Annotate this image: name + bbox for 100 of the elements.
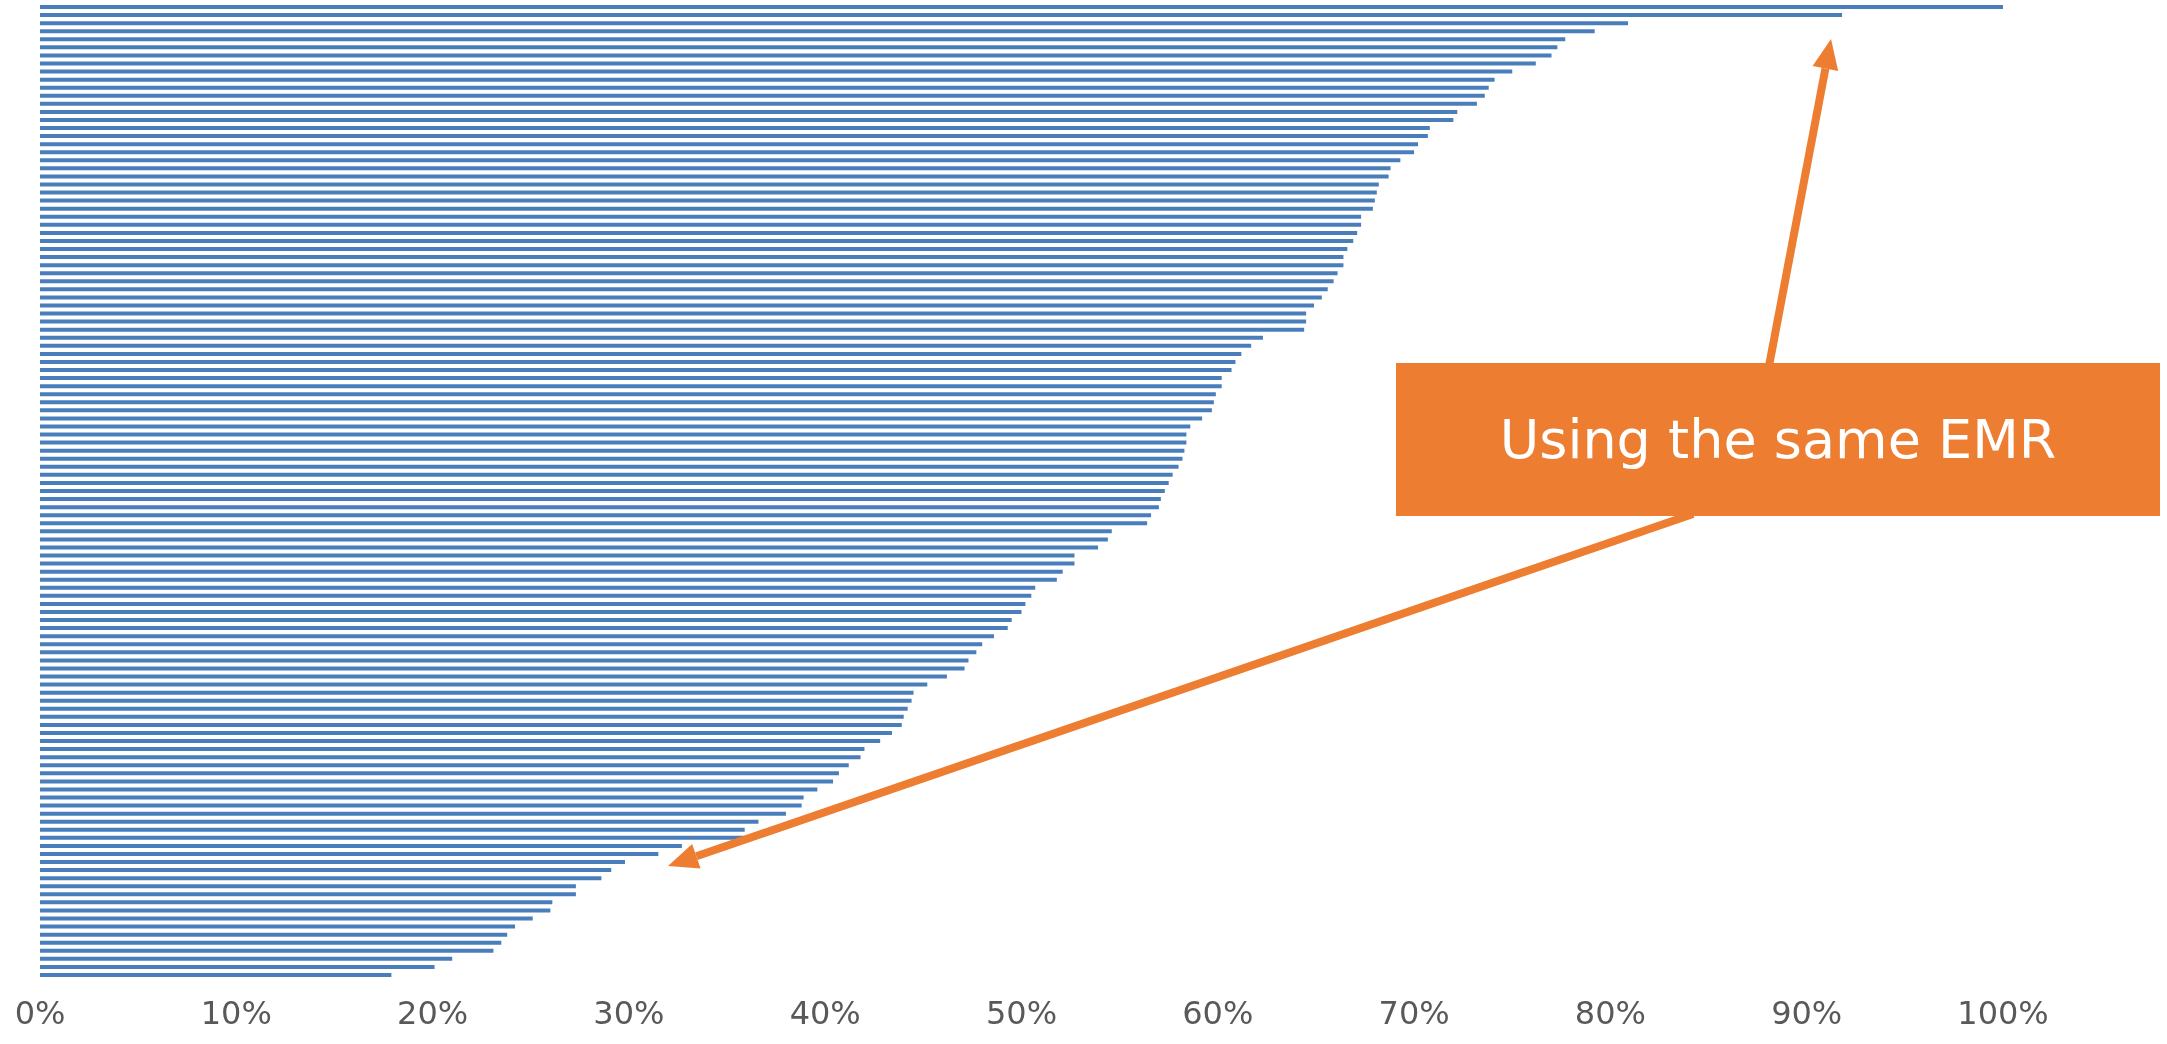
bar (40, 642, 983, 647)
x-tick-label: 50% (985, 994, 1058, 1032)
bar (40, 456, 1183, 461)
bar (40, 327, 1305, 332)
bar (40, 763, 849, 768)
x-tick-label: 100% (1957, 994, 2049, 1032)
bar (40, 101, 1477, 106)
bar (40, 868, 612, 873)
bar (40, 351, 1242, 356)
bar (40, 626, 1008, 631)
bar (40, 335, 1263, 340)
bar (40, 432, 1187, 437)
bar (40, 77, 1495, 82)
bar (40, 37, 1566, 42)
bar (40, 940, 502, 945)
bar (40, 698, 912, 703)
bar (40, 634, 995, 639)
bar (40, 722, 902, 727)
bar (40, 755, 861, 760)
bar (40, 166, 1391, 171)
x-tick-label: 20% (397, 994, 469, 1032)
bar (40, 206, 1373, 211)
callout-box: Using the same EMR (1396, 363, 2160, 516)
bar (40, 658, 969, 663)
bar (40, 13, 1843, 18)
bar (40, 561, 1075, 566)
bar (40, 376, 1222, 381)
bar (40, 827, 745, 832)
bar (40, 892, 576, 897)
bar (40, 230, 1358, 235)
bar (40, 972, 392, 977)
bar (40, 787, 818, 792)
x-tick-label: 30% (593, 994, 665, 1032)
bar (40, 61, 1536, 66)
bar (40, 948, 494, 953)
bar (40, 916, 533, 921)
bar (40, 384, 1222, 389)
bar (40, 359, 1236, 364)
bar (40, 53, 1552, 58)
bar (40, 174, 1389, 179)
bar (40, 706, 908, 711)
bar (40, 263, 1344, 268)
bar (40, 5, 2003, 10)
bar (40, 529, 1112, 534)
x-tick-label: 80% (1574, 994, 1646, 1032)
bar (40, 134, 1428, 139)
bar (40, 21, 1629, 26)
bar (40, 489, 1165, 493)
bar (40, 795, 804, 800)
bar (40, 811, 786, 816)
bar (40, 238, 1354, 243)
bar (40, 545, 1099, 550)
bar (40, 222, 1362, 227)
bar (40, 593, 1032, 598)
bar (40, 29, 1595, 34)
bar (40, 472, 1173, 477)
bar (40, 819, 759, 824)
bar (40, 505, 1159, 510)
bar (40, 408, 1212, 413)
x-tick-label: 90% (1771, 994, 1843, 1032)
bar (40, 585, 1036, 590)
bar (40, 142, 1419, 147)
bar (40, 577, 1057, 582)
bar (40, 295, 1322, 300)
bar (40, 45, 1558, 50)
bar (40, 319, 1307, 324)
bar (40, 860, 625, 865)
bar (40, 480, 1169, 485)
bar (40, 771, 839, 776)
bar (40, 279, 1334, 284)
x-tick-label: 40% (789, 994, 861, 1032)
bar (40, 109, 1458, 114)
bar (40, 747, 865, 752)
bar (40, 739, 881, 744)
bar (40, 956, 453, 961)
bar (40, 303, 1314, 308)
bar (40, 343, 1252, 348)
bar (40, 198, 1375, 203)
bar (40, 311, 1307, 316)
bar (40, 682, 928, 687)
bar (40, 416, 1203, 421)
bar (40, 908, 551, 913)
bar (40, 714, 904, 719)
x-tick-label: 70% (1378, 994, 1450, 1032)
bar (40, 779, 834, 784)
bar (40, 190, 1377, 195)
bar (40, 85, 1489, 90)
bar (40, 730, 892, 735)
bar (40, 690, 914, 695)
x-tick-label: 0% (14, 994, 66, 1032)
bar (40, 964, 435, 969)
bar (40, 513, 1152, 518)
bar (40, 424, 1191, 429)
bar (40, 255, 1344, 260)
bar (40, 537, 1108, 542)
bar (40, 835, 745, 840)
bar (40, 521, 1148, 526)
bar (40, 464, 1179, 469)
bar (40, 666, 965, 671)
bar (40, 368, 1232, 373)
